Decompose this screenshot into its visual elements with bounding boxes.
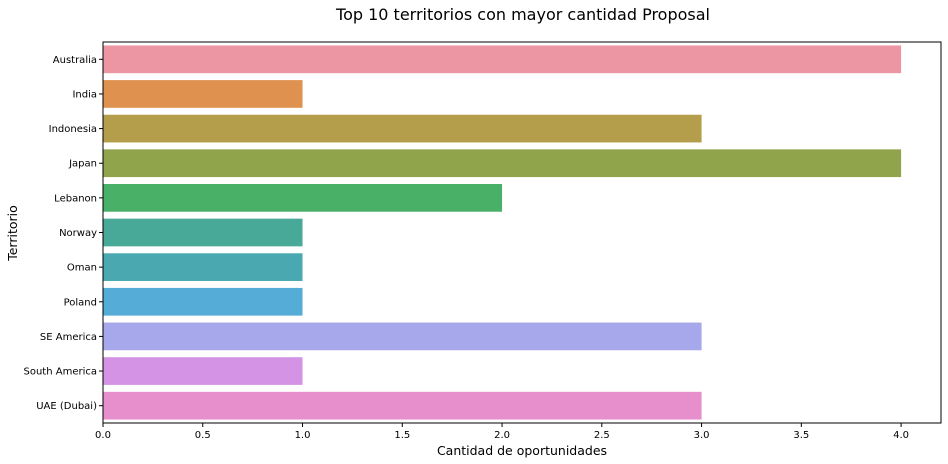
bar-lebanon <box>103 184 503 212</box>
bar-south-america <box>103 357 303 385</box>
y-axis-label: Territorio <box>5 205 20 262</box>
y-tick-label: Japan <box>68 159 97 170</box>
bar-indonesia <box>103 114 702 143</box>
y-tick-label: India <box>72 89 97 100</box>
bar-poland <box>103 287 303 316</box>
x-tick-label: 1.0 <box>295 430 311 441</box>
y-tick-label: South America <box>24 367 98 378</box>
x-tick-label: 2.0 <box>494 430 510 441</box>
y-axis-ticks: Australia India Indonesia Japan Lebanon Norwa… <box>24 55 103 412</box>
x-axis-ticks: 0.0 0.5 1.0 1.5 2.0 2.5 3.0 3.5 4.0 <box>95 423 909 441</box>
y-tick-label: Australia <box>53 55 97 66</box>
x-tick-label: 3.0 <box>694 430 710 441</box>
bars-layer <box>103 45 902 420</box>
bar-uae-dubai <box>103 391 702 420</box>
bar-oman <box>103 253 303 281</box>
x-axis-label: Cantidad de oportunidades <box>437 443 607 458</box>
y-tick-label: Poland <box>64 297 97 308</box>
y-tick-label: Indonesia <box>49 124 97 135</box>
y-tick-label: Norway <box>59 228 97 239</box>
chart-title: Top 10 territorios con mayor cantidad Pr… <box>335 5 710 24</box>
plot-frame <box>102 41 942 424</box>
y-tick-label: UAE (Dubai) <box>36 401 97 412</box>
x-tick-label: 1.5 <box>394 430 410 441</box>
x-tick-label: 3.5 <box>793 430 809 441</box>
bar-australia <box>103 45 902 74</box>
bar-india <box>103 80 303 108</box>
y-tick-label: Oman <box>67 263 97 274</box>
x-tick-label: 4.0 <box>893 430 909 441</box>
x-tick-label: 2.5 <box>594 430 610 441</box>
x-tick-label: 0.0 <box>95 430 111 441</box>
y-tick-label: SE America <box>40 332 97 343</box>
bar-norway <box>103 218 303 247</box>
y-tick-label: Lebanon <box>54 193 97 204</box>
bar-japan <box>103 149 902 178</box>
bar-se-america <box>103 322 702 351</box>
x-tick-label: 0.5 <box>195 430 211 441</box>
